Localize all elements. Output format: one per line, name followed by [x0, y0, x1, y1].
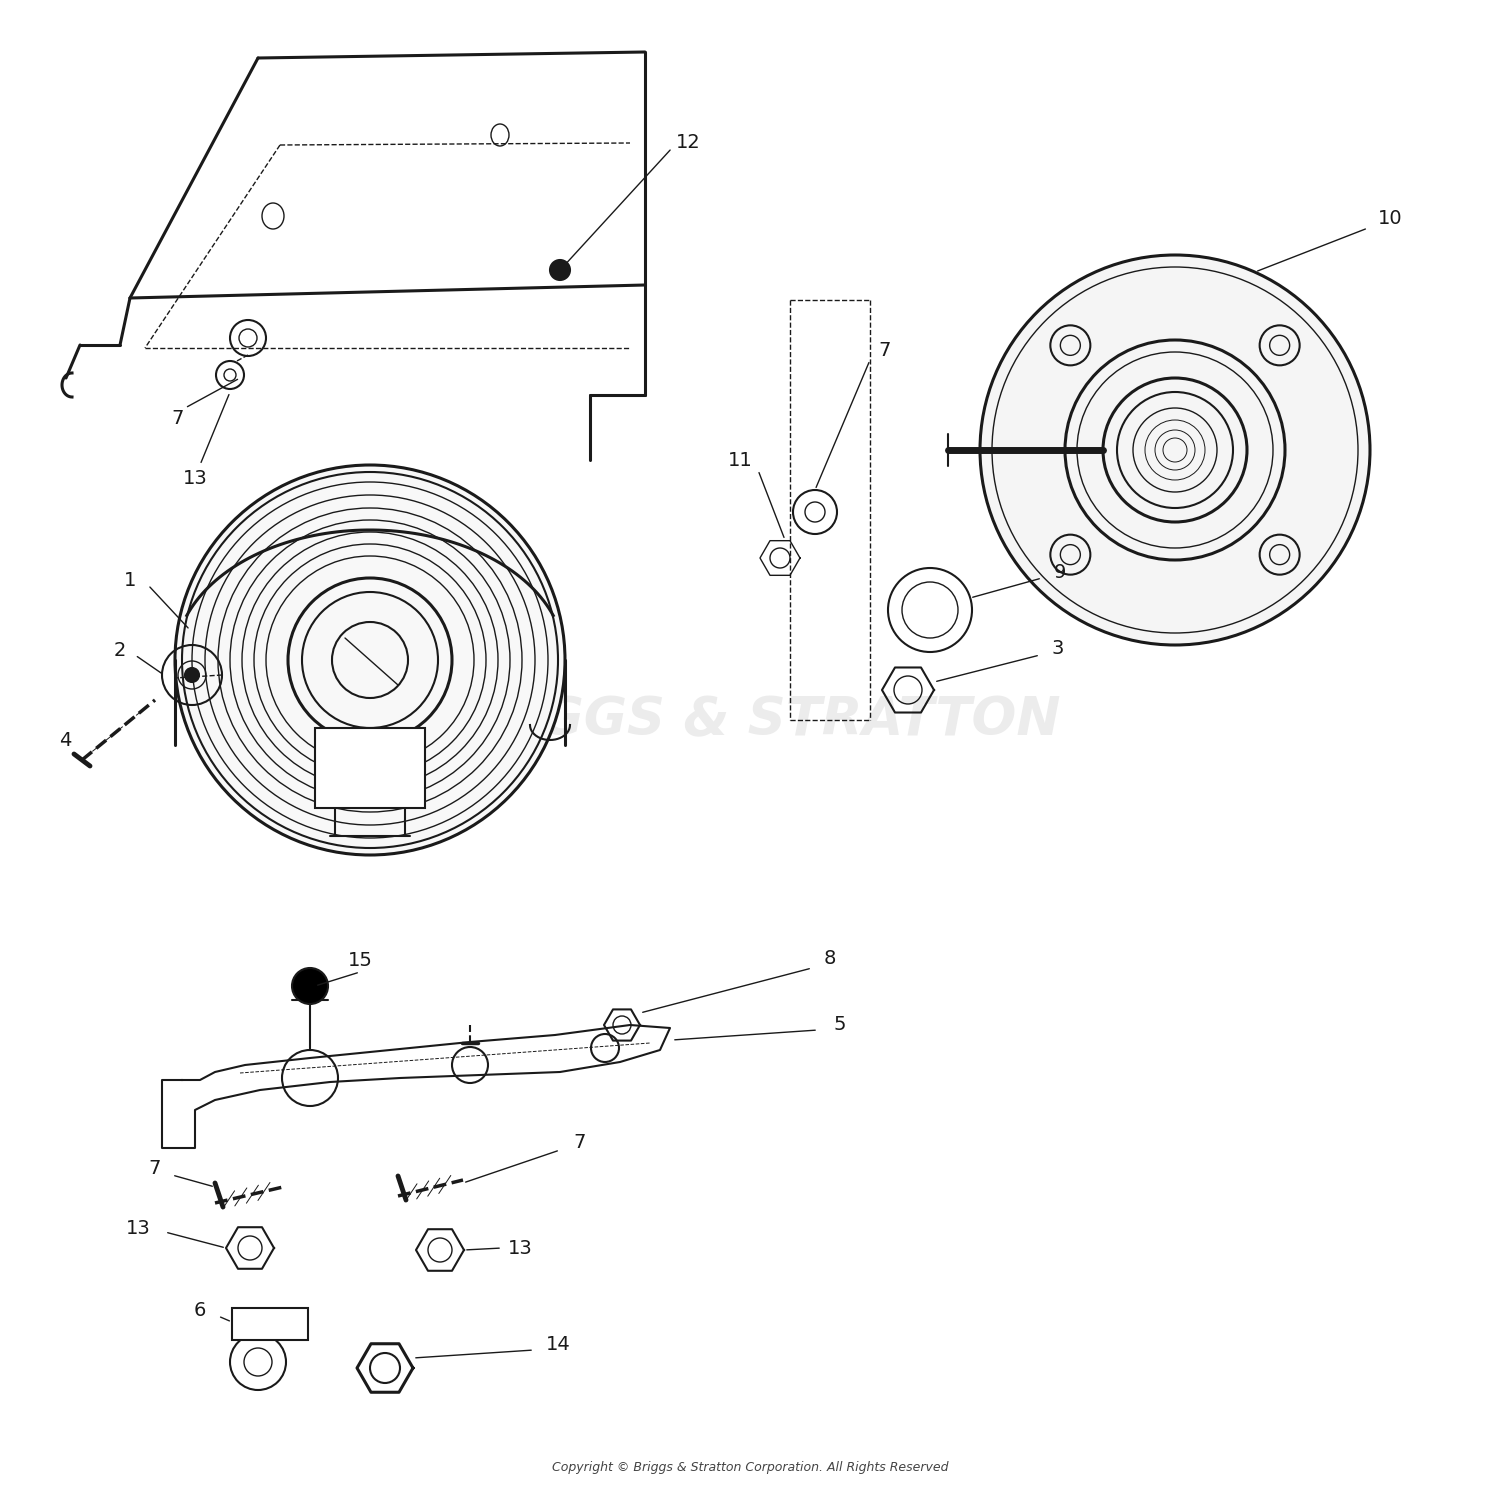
Text: 15: 15: [348, 950, 372, 970]
Circle shape: [550, 260, 570, 281]
Text: 14: 14: [546, 1335, 570, 1354]
Text: 2: 2: [114, 640, 126, 659]
Text: 1: 1: [124, 570, 136, 590]
Text: 9: 9: [1054, 563, 1066, 582]
Text: 10: 10: [1377, 208, 1402, 227]
Text: 12: 12: [675, 132, 700, 151]
Bar: [315, 728, 424, 808]
Circle shape: [980, 255, 1370, 644]
Circle shape: [292, 968, 328, 1004]
Bar: [232, 1308, 308, 1339]
Text: 4: 4: [58, 731, 70, 750]
Text: 7: 7: [574, 1133, 586, 1151]
Text: 8: 8: [824, 949, 836, 968]
Text: 7: 7: [172, 408, 184, 428]
Text: Copyright © Briggs & Stratton Corporation. All Rights Reserved: Copyright © Briggs & Stratton Corporatio…: [552, 1461, 948, 1475]
Text: 7: 7: [879, 340, 891, 359]
Text: BRIGGS & STRATTON: BRIGGS & STRATTON: [440, 693, 1060, 745]
Text: 6: 6: [194, 1301, 206, 1320]
Text: 11: 11: [728, 450, 753, 469]
Text: 13: 13: [126, 1219, 150, 1237]
Circle shape: [184, 668, 200, 682]
Text: 13: 13: [183, 468, 207, 487]
Circle shape: [230, 1334, 286, 1390]
Text: 7: 7: [148, 1158, 160, 1178]
Text: 3: 3: [1052, 639, 1064, 658]
Circle shape: [176, 465, 566, 855]
Text: 5: 5: [834, 1016, 846, 1035]
Text: 13: 13: [507, 1238, 532, 1258]
